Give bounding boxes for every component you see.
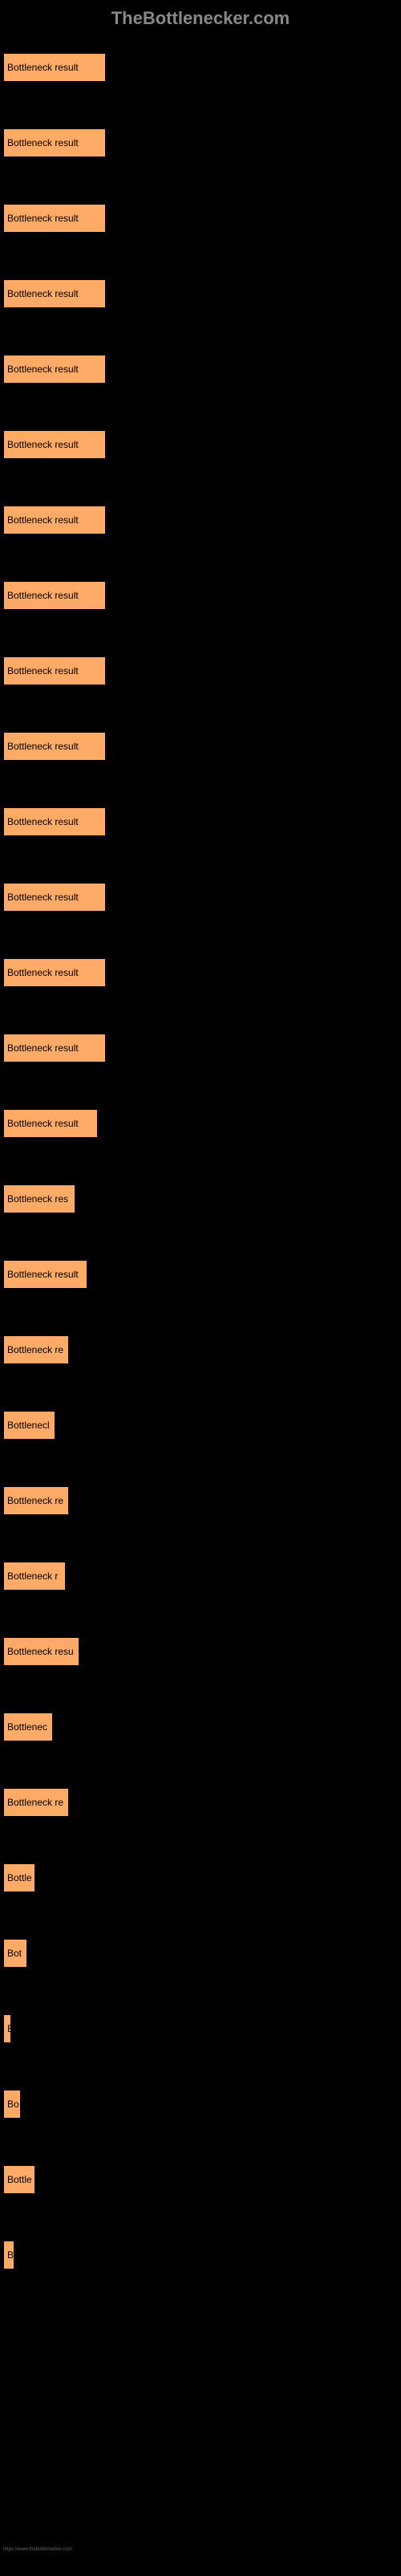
bar-row: Bottleneck result [3,506,401,551]
bar-row: Bottlenecl [3,1411,401,1456]
header-logo: TheBottlenecker.com [0,8,401,29]
bar-row: Bottleneck result [3,656,401,701]
bar-row: Bottleneck result [3,1034,401,1079]
bar-row: Bottleneck result [3,1109,401,1154]
bar-row: Bottleneck result [3,279,401,324]
bar: Bottleneck r [3,1562,66,1591]
bar: B [3,2014,11,2043]
bar-row: Bottleneck result [3,430,401,475]
bar: Bottleneck result [3,1109,98,1138]
bar: Bottleneck result [3,656,106,685]
bar-row: Bottleneck re [3,1788,401,1833]
bar-row: Bottleneck result [3,958,401,1003]
footer-url: https://www.thebottlenecker.com [3,2547,72,2552]
bar-row: Bottleneck result [3,581,401,626]
bar: Bottleneck re [3,1335,69,1364]
bar: Bottleneck result [3,1260,87,1289]
bar-row: Bottleneck resu [3,1637,401,1682]
bar: Bottleneck result [3,355,106,384]
bar-row: Bottleneck result [3,883,401,928]
bar-row: Bottlenec [3,1713,401,1757]
bar: Bottleneck result [3,581,106,610]
bar: Bo [3,2090,21,2119]
bar-row: B [3,2241,401,2285]
bar-row: Bottleneck result [3,53,401,98]
bar: Bottleneck res [3,1184,75,1213]
bar: B [3,2241,14,2269]
bar: Bottleneck re [3,1486,69,1515]
bar: Bottleneck result [3,279,106,308]
bar-row: Bottleneck result [3,355,401,400]
bar: Bottleneck result [3,128,106,157]
bar-row: Bo [3,2090,401,2135]
bar: Bottleneck result [3,883,106,912]
bar-row: Bottleneck result [3,807,401,852]
bar: Bottleneck result [3,807,106,836]
bar: Bottleneck resu [3,1637,79,1666]
bar-row: Bottle [3,1863,401,1908]
bar: Bottleneck result [3,204,106,233]
bar-row: Bottleneck res [3,1184,401,1229]
bar: Bottleneck re [3,1788,69,1817]
bar: Bottleneck result [3,430,106,459]
bar: Bottlenecl [3,1411,55,1440]
bar: Bottleneck result [3,506,106,534]
bar: Bot [3,1939,27,1968]
bar: Bottlenec [3,1713,53,1741]
bar: Bottle [3,1863,35,1892]
bar: Bottle [3,2165,35,2194]
bar: Bottleneck result [3,958,106,987]
bar: Bottleneck result [3,732,106,761]
bar: Bottleneck result [3,53,106,82]
bar-chart: Bottleneck result Bottleneck result Bottle… [0,45,401,2285]
bar-row: Bottleneck result [3,204,401,249]
bar-row: Bottleneck result [3,1260,401,1305]
bar: Bottleneck result [3,1034,106,1062]
bar-row: Bottleneck re [3,1486,401,1531]
bar-row: Bot [3,1939,401,1984]
bar-row: Bottleneck re [3,1335,401,1380]
bar-row: Bottle [3,2165,401,2210]
bar-row: Bottleneck r [3,1562,401,1607]
bar-row: Bottleneck result [3,128,401,173]
bar-row: Bottleneck result [3,732,401,777]
bar-row: B [3,2014,401,2059]
